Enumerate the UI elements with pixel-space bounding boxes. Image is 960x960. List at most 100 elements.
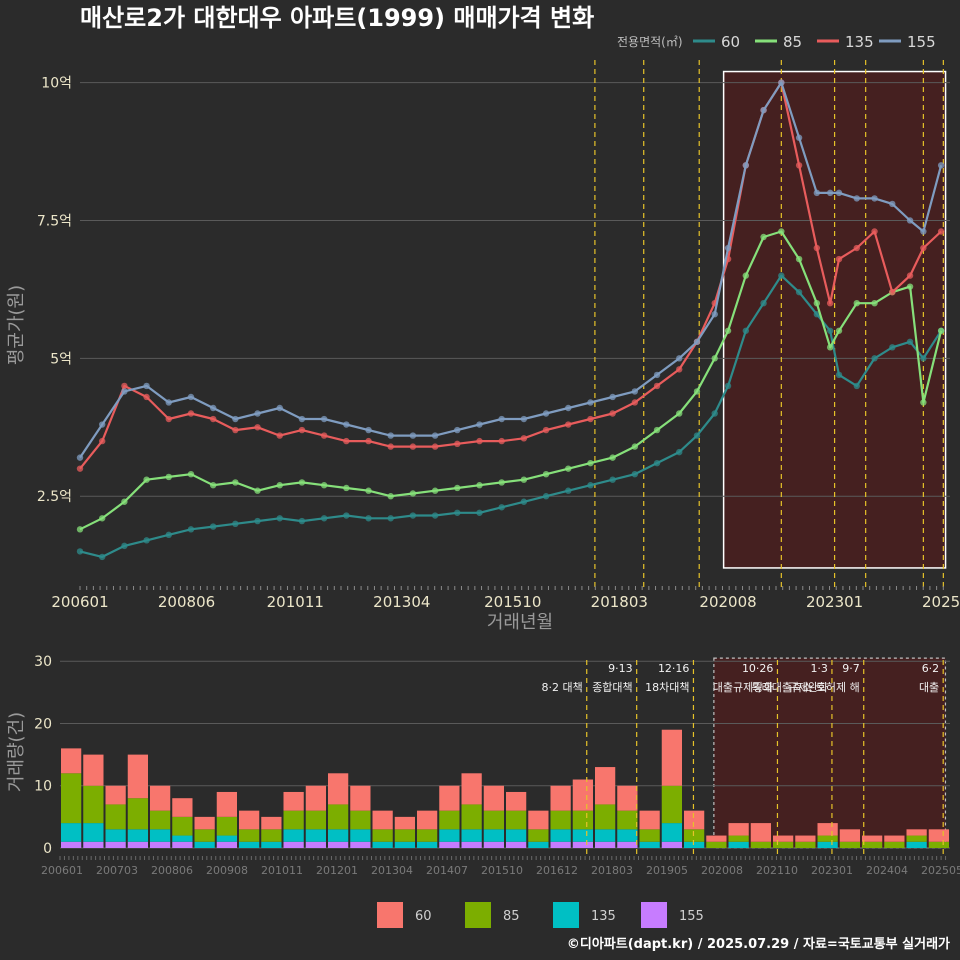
price-point-155: [760, 106, 767, 114]
price-point-135: [889, 288, 896, 296]
price-point-155: [609, 393, 616, 401]
volume-bar-155: [595, 841, 616, 848]
volume-bar-155: [216, 841, 237, 848]
volume-x-ticks: 200601 200703 200806 200908 201011 201201 2013…: [41, 856, 960, 877]
price-point-85: [165, 473, 172, 481]
volume-bar-60: [884, 835, 905, 842]
price-point-155: [409, 432, 417, 439]
volume-bar-85: [105, 804, 126, 830]
volume-bar-85: [261, 829, 282, 842]
volume-x-tick-label: 202404: [866, 864, 908, 877]
price-point-135: [254, 424, 261, 431]
volume-bar-60: [928, 829, 949, 842]
price-point-135: [298, 426, 306, 434]
price-point-155: [454, 426, 461, 434]
volume-bar-60: [461, 773, 482, 805]
policy-date: 9·13: [608, 662, 633, 675]
price-point-135: [232, 426, 239, 434]
volume-bar-85: [439, 810, 460, 830]
volume-bar-155: [661, 841, 682, 848]
volume-bar-135: [283, 829, 304, 842]
price-x-tick-label: 202008: [699, 593, 756, 611]
price-point-60: [853, 382, 860, 390]
price-point-155: [298, 415, 306, 423]
policy-date: 6·2: [922, 662, 940, 675]
volume-bar-60: [350, 785, 371, 811]
chart-title: 매산로2가 대한대우 아파트(1999) 매매가격 변화: [80, 4, 594, 32]
price-point-135: [365, 437, 372, 445]
volume-bar-85: [83, 785, 104, 824]
volume-bar-155: [328, 841, 349, 848]
price-line-85: [79, 230, 943, 531]
policy-label: 규제완화: [787, 681, 827, 694]
volume-bar-85: [906, 835, 927, 842]
volume-bar-60: [750, 823, 771, 842]
price-point-85: [276, 482, 283, 489]
price-point-135: [320, 432, 328, 439]
volume-y-tick-label: 10: [34, 779, 52, 795]
price-point-155: [232, 415, 239, 423]
price-point-155: [826, 189, 834, 197]
price-point-135: [542, 426, 550, 434]
price-point-85: [711, 355, 718, 362]
price-point-155: [254, 410, 261, 417]
price-point-60: [742, 327, 750, 334]
price-point-135: [813, 244, 821, 252]
volume-legend-label-135: 135: [591, 909, 616, 924]
price-point-155: [889, 200, 896, 208]
price-point-85: [742, 272, 750, 279]
price-point-60: [298, 517, 306, 525]
volume-bar-135: [83, 823, 104, 842]
volume-bar-85: [617, 810, 638, 830]
price-point-85: [254, 487, 261, 494]
price-point-60: [587, 482, 594, 489]
volume-bar-155: [61, 841, 82, 848]
volume-bar-155: [439, 841, 460, 848]
volume-x-tick-label: 201905: [646, 864, 688, 877]
volume-bar-155: [83, 841, 104, 848]
price-point-135: [454, 440, 461, 448]
volume-bar-85: [572, 810, 593, 830]
volume-bar-85: [150, 810, 171, 830]
legend-title: 전용면적(㎡): [617, 35, 683, 49]
price-point-85: [676, 410, 683, 417]
legend-label-60: 60: [721, 33, 740, 51]
price-point-155: [693, 338, 701, 346]
policy-label: 8·2 대책: [542, 681, 583, 694]
volume-bar-135: [906, 841, 927, 848]
price-point-135: [143, 393, 150, 401]
volume-bar-85: [817, 835, 838, 842]
price-point-135: [653, 382, 661, 390]
policy-date: 10·26: [742, 662, 774, 675]
price-point-60: [609, 476, 616, 483]
price-point-60: [711, 410, 718, 417]
volume-x-tick-label: 202110: [756, 864, 798, 877]
volume-bar-85: [172, 816, 193, 836]
volume-bar-60: [150, 785, 171, 811]
volume-bar-85: [884, 841, 905, 848]
price-series: [76, 79, 945, 561]
volume-bar-60: [105, 785, 126, 805]
price-point-85: [826, 344, 834, 351]
price-point-85: [187, 470, 195, 478]
volume-bar-60: [684, 810, 705, 830]
volume-bar-60: [239, 810, 260, 830]
volume-bar-135: [417, 841, 438, 848]
volume-legend-swatch-85: [465, 902, 491, 928]
volume-bar-85: [461, 804, 482, 830]
price-point-155: [871, 195, 878, 202]
volume-bar-85: [661, 785, 682, 824]
price-point-135: [565, 421, 572, 428]
price-point-155: [476, 421, 483, 428]
price-point-155: [498, 415, 505, 423]
price-point-155: [542, 410, 550, 417]
price-point-60: [542, 493, 550, 500]
price-point-155: [320, 415, 328, 423]
volume-bar-135: [817, 841, 838, 848]
price-point-85: [232, 479, 239, 486]
volume-bar-60: [639, 810, 660, 830]
price-point-135: [498, 437, 505, 445]
price-x-tick-label: 200806: [158, 593, 215, 611]
volume-bar-135: [595, 829, 616, 842]
